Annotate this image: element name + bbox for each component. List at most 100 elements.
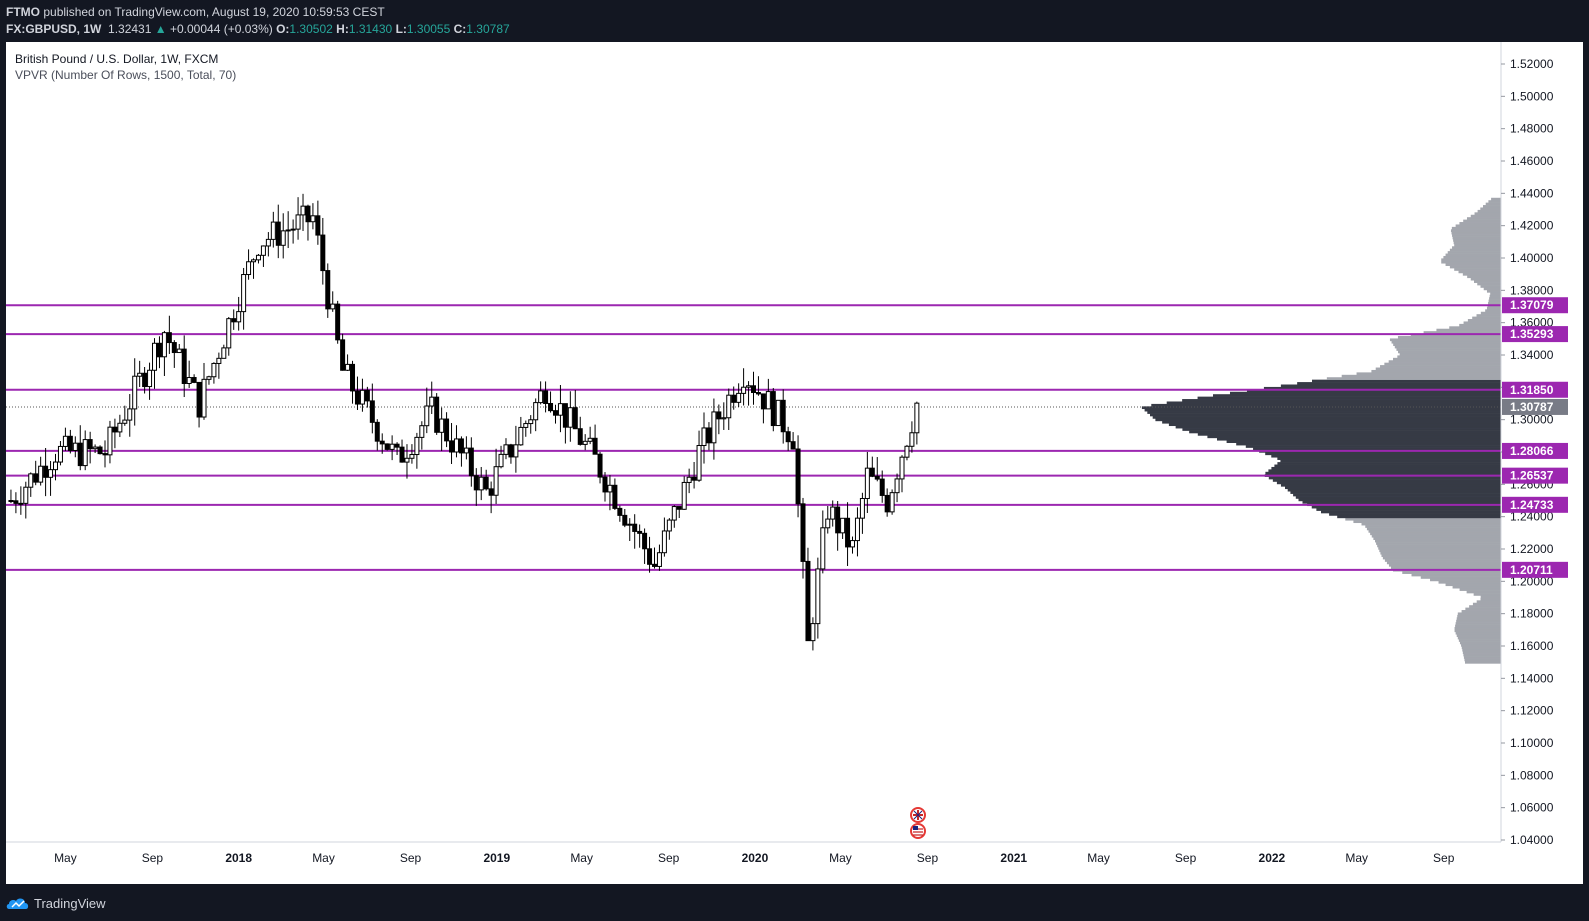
candle-up	[493, 466, 499, 496]
volume-profile-bar	[1297, 382, 1501, 385]
candle-down	[33, 473, 39, 483]
candle-up	[854, 517, 860, 542]
candle-down	[112, 426, 118, 433]
volume-profile-bar	[1459, 588, 1501, 591]
x-tick-label: Sep	[917, 851, 939, 865]
volume-profile-bar	[1461, 646, 1501, 650]
series-title[interactable]: British Pound / U.S. Dollar, 1W, FXCM	[15, 52, 219, 66]
volume-profile-bar	[1453, 241, 1501, 245]
volume-profile-bar	[1365, 525, 1501, 528]
candle-up	[330, 303, 336, 310]
level-price-labels: 1.37079 1.35293 1.31850 1.28066 1.26537 1.247…	[1502, 297, 1568, 578]
volume-profile-bar	[1488, 299, 1501, 303]
volume-profile-bar	[1451, 226, 1501, 230]
candle-up	[419, 425, 425, 438]
candle-up	[429, 396, 435, 407]
volume-profile-bar	[1397, 355, 1501, 359]
tradingview-logo[interactable]: TradingView	[6, 894, 106, 912]
candle-up	[671, 506, 677, 521]
candle-down	[166, 332, 172, 344]
volume-profile-bar	[1470, 277, 1501, 281]
volume-profile-bar	[1455, 224, 1501, 228]
candle-down	[651, 563, 657, 567]
volume-profile-bar	[1466, 590, 1501, 594]
level-price-badge[interactable]	[1502, 442, 1568, 459]
volume-profile-bar	[1490, 292, 1501, 296]
y-tick-label: 1.34000	[1510, 348, 1554, 362]
y-tick-label: 1.04000	[1510, 833, 1554, 847]
volume-profile-bar	[1353, 520, 1501, 524]
candle-up	[696, 445, 702, 481]
publisher-name[interactable]: FTMO	[6, 5, 40, 19]
volume-profile-bar	[1452, 585, 1501, 589]
chart-frame[interactable]: 1.52000 1.50000 1.48000 1.46000 1.44000 1.420…	[6, 42, 1583, 884]
volume-profile-bar	[1397, 336, 1501, 339]
candle-up	[310, 215, 316, 223]
level-price-text: 1.35293	[1510, 327, 1554, 341]
volume-profile-bar	[1455, 622, 1501, 625]
volume-profile-bar	[1462, 651, 1501, 654]
level-price-text: 1.20711	[1510, 563, 1553, 577]
candle-up	[260, 245, 266, 256]
candle-down	[845, 517, 851, 548]
candle-up	[736, 392, 742, 403]
level-price-badge[interactable]	[1502, 381, 1568, 398]
candle-down	[770, 391, 776, 427]
open-label: O:	[276, 22, 290, 36]
candle-up	[221, 347, 227, 359]
candle-up	[18, 502, 24, 505]
level-price-badge[interactable]	[1502, 561, 1568, 578]
price-chart[interactable]: 1.52000 1.50000 1.48000 1.46000 1.44000 1.420…	[6, 42, 1583, 884]
candle-up	[236, 311, 242, 323]
y-tick-label: 1.12000	[1510, 704, 1554, 718]
volume-profile-bar	[1443, 255, 1501, 259]
axes	[6, 42, 1502, 843]
candle-down	[379, 440, 385, 445]
candle-up	[528, 419, 534, 425]
volume-profile-bar	[1455, 631, 1501, 635]
candle-down	[196, 381, 202, 418]
candle-down	[434, 396, 440, 433]
level-price-badge[interactable]	[1502, 297, 1568, 314]
indicator-label[interactable]: VPVR (Number Of Rows, 1500, Total, 70)	[15, 68, 237, 82]
volume-profile-bar	[1449, 326, 1501, 330]
candle-down	[8, 500, 14, 502]
volume-profile-bar	[1463, 219, 1501, 223]
x-tick-label: May	[570, 851, 593, 865]
x-tick-label: May	[54, 851, 77, 865]
level-price-badge[interactable]	[1502, 496, 1568, 513]
candle-up	[746, 385, 752, 388]
us-flag-event-icon[interactable]	[910, 823, 926, 839]
volume-profile-bar	[1483, 205, 1501, 208]
change-value: +0.00044 (+0.03%)	[169, 22, 273, 36]
volume-profile-bar	[1272, 479, 1501, 482]
y-tick-label: 1.14000	[1510, 671, 1554, 685]
level-price-badge[interactable]	[1502, 326, 1568, 343]
volume-profile-bar	[1456, 619, 1501, 623]
volume-profile-bar	[1345, 517, 1501, 521]
volume-profile-bar	[1226, 440, 1501, 444]
volume-profile-bar	[1376, 542, 1501, 545]
volume-profile-bar	[1467, 275, 1501, 279]
candle-up	[850, 540, 856, 548]
candle-up	[815, 568, 821, 625]
candle-up	[830, 506, 836, 520]
volume-profile-bar	[1393, 357, 1501, 361]
candle-down	[562, 403, 568, 428]
candle-up	[186, 377, 192, 384]
volume-profile-bar	[1470, 214, 1501, 218]
candle-down	[156, 342, 162, 358]
volume-profile-bar	[1293, 493, 1501, 497]
candle-down	[315, 215, 321, 236]
volume-profile-bar	[1486, 306, 1501, 310]
uk-flag-event-icon[interactable]	[910, 807, 926, 823]
volume-profile-bar	[1463, 656, 1501, 659]
volume-profile-bar	[1438, 580, 1501, 584]
volume-profile	[1141, 197, 1501, 664]
volume-profile-bar	[1455, 624, 1501, 628]
candle-up	[300, 205, 306, 216]
volume-profile-bar	[1464, 658, 1501, 662]
level-price-badge[interactable]	[1502, 467, 1568, 484]
volume-profile-bar	[1370, 532, 1501, 536]
volume-profile-bar	[1229, 391, 1501, 395]
